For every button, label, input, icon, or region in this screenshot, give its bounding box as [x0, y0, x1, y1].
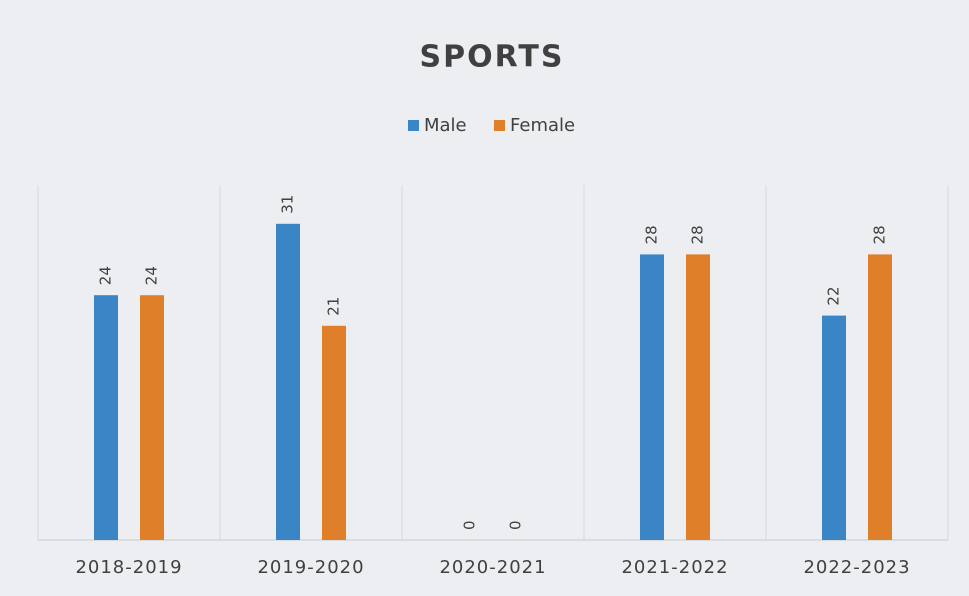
data-label: 24 — [97, 266, 115, 285]
bar — [322, 325, 346, 540]
data-label: 28 — [689, 225, 707, 244]
bar — [276, 223, 300, 541]
bar — [686, 254, 710, 540]
x-tick-label: 2022-2023 — [803, 557, 910, 578]
bar — [822, 315, 846, 540]
legend-label: Female — [510, 115, 575, 136]
x-tick-label: 2021-2022 — [621, 557, 728, 578]
legend-label: Male — [424, 115, 467, 136]
data-label: 21 — [325, 297, 343, 316]
bar — [140, 295, 164, 540]
chart-title: SPORTS — [420, 40, 565, 75]
bar — [868, 254, 892, 540]
data-label: 28 — [643, 225, 661, 244]
data-label: 0 — [507, 520, 525, 530]
x-tick-label: 2020-2021 — [439, 557, 546, 578]
x-tick-label: 2019-2020 — [257, 557, 364, 578]
legend-swatch — [408, 120, 419, 131]
bar — [94, 295, 118, 540]
legend-swatch — [494, 120, 505, 131]
x-tick-label: 2018-2019 — [75, 557, 182, 578]
data-label: 28 — [871, 225, 889, 244]
data-label: 24 — [143, 266, 161, 285]
data-label: 31 — [279, 195, 297, 214]
data-label: 22 — [825, 287, 843, 306]
data-label: 0 — [461, 520, 479, 530]
bar — [640, 254, 664, 540]
